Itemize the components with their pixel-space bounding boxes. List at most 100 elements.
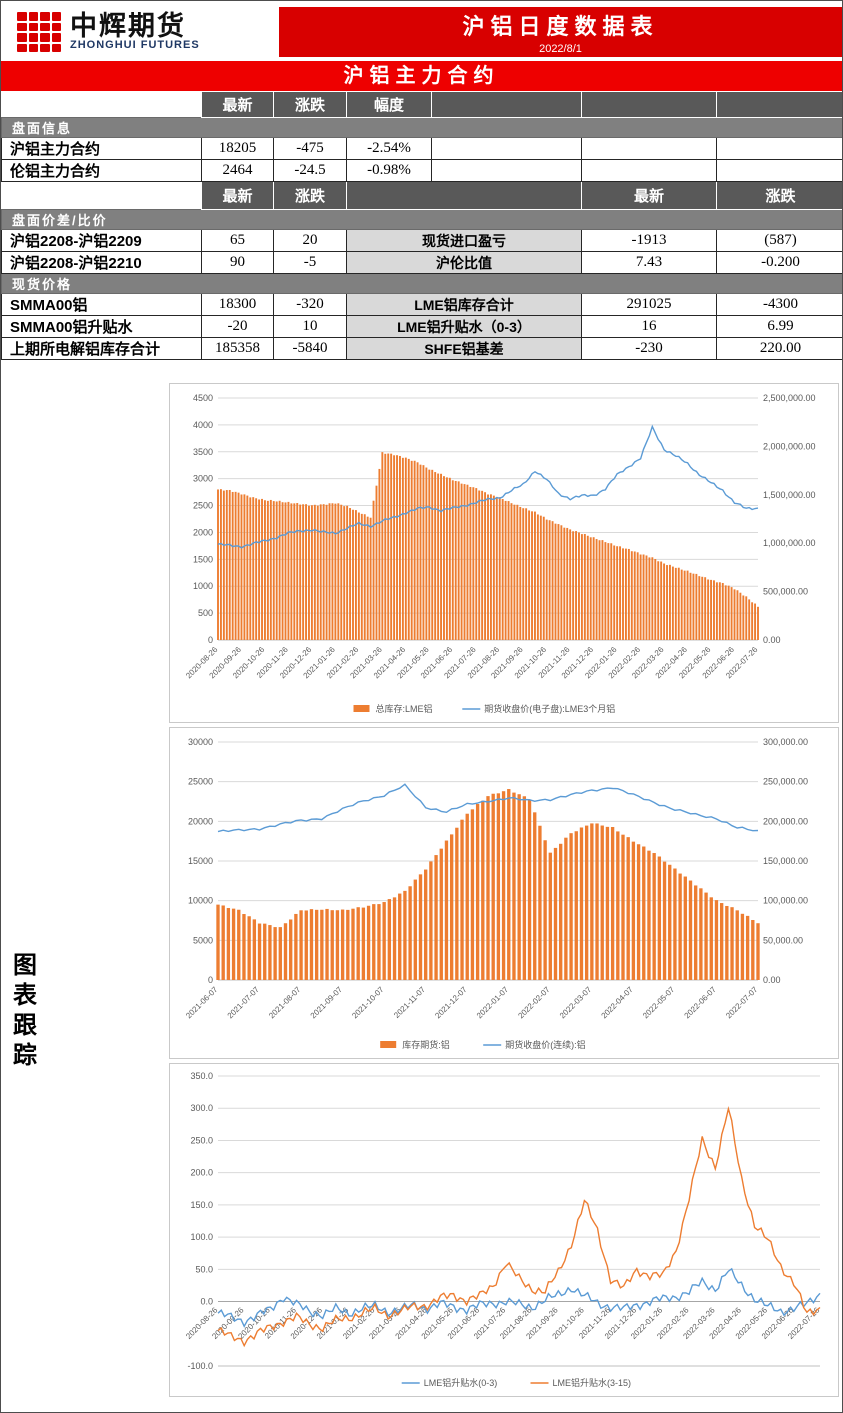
svg-text:50,000.00: 50,000.00 — [763, 935, 803, 945]
zhonghui-logo-icon — [17, 12, 61, 52]
svg-text:2022-06-07: 2022-06-07 — [683, 985, 719, 1021]
report-title-block: 沪铝日度数据表 2022/8/1 — [279, 7, 842, 57]
svg-text:2022-02-07: 2022-02-07 — [516, 985, 552, 1021]
svg-text:2500: 2500 — [193, 501, 213, 511]
row-label: 沪铝主力合约 — [1, 137, 202, 160]
value-pct: -2.54% — [346, 137, 432, 160]
company-logo: 中辉期货 ZHONGHUI FUTURES — [1, 7, 279, 57]
svg-text:LME铝升贴水(3-15): LME铝升贴水(3-15) — [553, 1377, 632, 1388]
row-label: 伦铝主力合约 — [1, 159, 202, 182]
svg-text:250.0: 250.0 — [190, 1135, 213, 1145]
col-header-latest: 最新 — [581, 181, 717, 210]
svg-text:2021-09-07: 2021-09-07 — [309, 985, 345, 1021]
value-empty — [581, 137, 717, 160]
price-table: 最新 涨跌 幅度 盘面信息 沪铝主力合约 18205 -475 -2.54% 伦… — [1, 91, 842, 360]
row-mid-label: 沪伦比值 — [346, 251, 582, 274]
svg-text:100.0: 100.0 — [190, 1232, 213, 1242]
svg-text:4000: 4000 — [193, 420, 213, 430]
svg-text:3000: 3000 — [193, 474, 213, 484]
lme-spread-chart: -100.0 0.0 50.0 100.0 150.0 200.0 250.0 300.0 35… — [184, 1071, 822, 1388]
svg-text:0.0: 0.0 — [200, 1297, 213, 1307]
row-label: 沪铝2208-沪铝2210 — [1, 251, 202, 274]
svg-text:期货收盘价(电子盘):LME3个月铝: 期货收盘价(电子盘):LME3个月铝 — [484, 703, 615, 714]
value-empty — [581, 159, 717, 182]
section-title: 盘面价差/比价 — [1, 209, 842, 230]
table-row: 沪铝主力合约 18205 -475 -2.54% — [1, 137, 842, 160]
svg-text:2021-11-07: 2021-11-07 — [392, 985, 427, 1020]
svg-text:10000: 10000 — [188, 896, 213, 906]
svg-text:2021-12-07: 2021-12-07 — [433, 985, 469, 1021]
row-mid-label: LME铝升贴水（0-3） — [346, 315, 582, 338]
svg-text:2,500,000.00: 2,500,000.00 — [763, 393, 816, 403]
col-header-change: 涨跌 — [716, 181, 842, 210]
svg-text:2,000,000.00: 2,000,000.00 — [763, 441, 816, 451]
svg-text:0: 0 — [208, 635, 213, 645]
svg-text:总库存:LME铝: 总库存:LME铝 — [376, 703, 433, 714]
value-change-right: -4300 — [716, 293, 842, 316]
svg-text:2022-01-07: 2022-01-07 — [475, 985, 511, 1021]
row-label: 沪铝2208-沪铝2209 — [1, 229, 202, 252]
report-header: 中辉期货 ZHONGHUI FUTURES 沪铝日度数据表 2022/8/1 — [1, 7, 842, 57]
section-side-label: 图表跟踪 — [13, 952, 39, 1069]
svg-text:2022-07-07: 2022-07-07 — [724, 985, 760, 1021]
svg-text:200,000.00: 200,000.00 — [763, 816, 808, 826]
col-header-change: 涨跌 — [273, 91, 347, 118]
value-latest-right: 16 — [581, 315, 717, 338]
value-latest: 90 — [201, 251, 274, 274]
col-header-empty — [716, 91, 842, 118]
value-empty — [431, 137, 582, 160]
section-title: 盘面信息 — [1, 117, 842, 138]
section-row-spot: 现货价格 — [1, 273, 842, 294]
row-mid-label: 现货进口盈亏 — [346, 229, 582, 252]
table-row: 沪铝2208-沪铝2210 90 -5 沪伦比值 7.43 -0.200 — [1, 251, 842, 274]
table-row: 上期所电解铝库存合计 185358 -5840 SHFE铝基差 -230 220… — [1, 337, 842, 360]
table-row: 伦铝主力合约 2464 -24.5 -0.98% — [1, 159, 842, 182]
row-label: SMMA00铝升贴水 — [1, 315, 202, 338]
value-latest-right: -230 — [581, 337, 717, 360]
header-spacer — [1, 91, 202, 118]
table-header-row-1: 最新 涨跌 幅度 — [1, 91, 842, 118]
svg-text:3500: 3500 — [193, 447, 213, 457]
report-title: 沪铝日度数据表 — [462, 14, 659, 39]
value-change: -5 — [273, 251, 347, 274]
value-change-right: 6.99 — [716, 315, 842, 338]
chart-lme-inventory-price: 0 500 1000 1500 2000 2500 3000 3500 4000 4500 0.00… — [169, 383, 839, 723]
svg-text:2022-05-07: 2022-05-07 — [641, 985, 677, 1021]
svg-text:0: 0 — [208, 975, 213, 985]
svg-text:30000: 30000 — [188, 737, 213, 747]
value-latest-right: 291025 — [581, 293, 717, 316]
svg-text:期货收盘价(连续):铝: 期货收盘价(连续):铝 — [505, 1039, 586, 1050]
col-header-empty — [431, 91, 582, 118]
section-row-market-info: 盘面信息 — [1, 117, 842, 138]
table-row: 沪铝2208-沪铝2209 65 20 现货进口盈亏 -1913 (587) — [1, 229, 842, 252]
svg-text:2021-10-07: 2021-10-07 — [350, 985, 386, 1021]
table-header-row-2: 最新 涨跌 最新 涨跌 — [1, 181, 842, 210]
company-name-en: ZHONGHUI FUTURES — [70, 39, 200, 52]
row-mid-label: LME铝库存合计 — [346, 293, 582, 316]
svg-text:100,000.00: 100,000.00 — [763, 896, 808, 906]
value-change: -475 — [273, 137, 347, 160]
svg-text:2021-07-07: 2021-07-07 — [226, 985, 262, 1021]
value-change: 10 — [273, 315, 347, 338]
report-date: 2022/8/1 — [539, 43, 582, 55]
section-row-spreads: 盘面价差/比价 — [1, 209, 842, 230]
svg-text:300,000.00: 300,000.00 — [763, 737, 808, 747]
shfe-inventory-price-chart: 0 5000 10000 15000 20000 25000 30000 0.00 50,000… — [184, 737, 808, 1050]
col-header-empty — [346, 181, 582, 210]
svg-text:0.00: 0.00 — [763, 975, 781, 985]
table-row: SMMA00铝 18300 -320 LME铝库存合计 291025 -4300 — [1, 293, 842, 316]
value-change: -24.5 — [273, 159, 347, 182]
value-empty — [431, 159, 582, 182]
svg-text:4500: 4500 — [193, 393, 213, 403]
svg-text:150.0: 150.0 — [190, 1200, 213, 1210]
svg-text:-100.0: -100.0 — [187, 1361, 213, 1371]
svg-text:0.00: 0.00 — [763, 635, 781, 645]
value-latest: 18300 — [201, 293, 274, 316]
svg-text:5000: 5000 — [193, 935, 213, 945]
col-header-latest: 最新 — [201, 91, 274, 118]
value-latest-right: 7.43 — [581, 251, 717, 274]
value-change: -320 — [273, 293, 347, 316]
chart-lme-spreads: -100.0 0.0 50.0 100.0 150.0 200.0 250.0 300.0 35… — [169, 1063, 839, 1397]
value-change: -5840 — [273, 337, 347, 360]
value-empty — [716, 159, 842, 182]
